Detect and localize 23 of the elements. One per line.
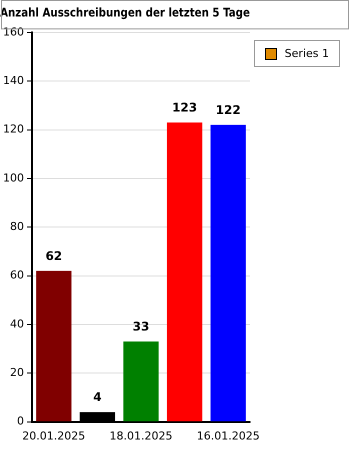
y-tick-label: 120 — [2, 122, 24, 136]
chart-title: Anzahl Ausschreibungen der letzten 5 Tage — [0, 6, 250, 20]
data-label: 33 — [132, 320, 150, 334]
bar — [166, 122, 202, 422]
bar — [123, 341, 159, 422]
y-tick-label: 160 — [2, 25, 24, 38]
x-tick-label: 18.01.2025 — [110, 429, 172, 442]
bar — [210, 124, 246, 422]
y-tick-label: 0 — [16, 414, 24, 428]
y-tick-label: 140 — [2, 74, 24, 87]
data-label: 123 — [172, 100, 198, 115]
x-tick-label: 16.01.2025 — [196, 429, 260, 442]
text: Series 1 — [284, 47, 329, 60]
y-tick-label: 20 — [10, 366, 24, 379]
bar — [36, 270, 72, 422]
y-tick-label: 40 — [10, 317, 24, 330]
y-tick-label: 60 — [10, 268, 24, 282]
data-label: 4 — [93, 390, 102, 404]
data-label: 122 — [216, 103, 241, 118]
y-tick-label: 100 — [2, 171, 24, 184]
data-label: 62 — [45, 249, 62, 264]
y-tick-label: 80 — [10, 220, 24, 233]
x-tick-label: 20.01.2025 — [22, 429, 86, 442]
